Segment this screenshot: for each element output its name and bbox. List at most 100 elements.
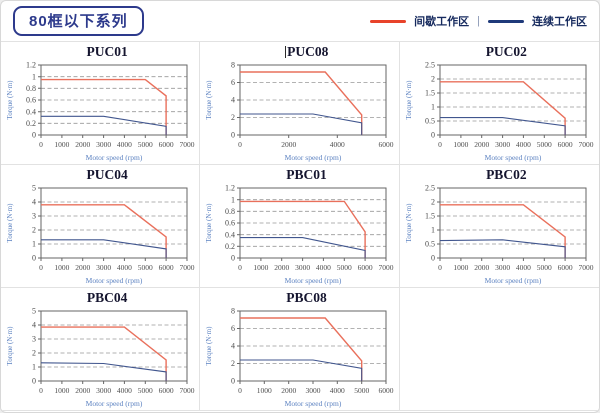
text-cursor (284, 46, 287, 58)
chart-title: PUC08 (284, 45, 328, 59)
chart-plot: 0 2 4 6 8 0 2000 4000 6000 Motor speed (rpm) Torqu… (205, 61, 394, 162)
y-tick-label: 0 (32, 377, 36, 386)
series-line (240, 359, 363, 381)
y-tick-label: 1 (231, 195, 235, 204)
x-tick-label: 5000 (537, 140, 552, 149)
x-tick-label: 3000 (296, 263, 311, 272)
y-tick-label: 0 (32, 131, 36, 140)
y-tick-label: 4 (32, 198, 36, 207)
x-tick-label: 6000 (379, 140, 394, 149)
chart-cell-puc08: PUC08 0 2 4 6 8 0 2000 4000 6000 Motor speed (rpm)… (200, 42, 400, 165)
x-tick-label: 1000 (254, 263, 269, 272)
legend-intermittent-swatch (370, 19, 407, 23)
chart-cell-puc04: PUC04 0 1 2 3 4 5 0 1000 2000 3000 4000 5000 6000 7000… (1, 165, 201, 288)
x-axis-label: Motor speed (rpm) (86, 276, 143, 285)
y-tick-label: 8 (231, 307, 235, 316)
chart-plot: 0 1 2 3 4 5 0 1000 2000 3000 4000 5000 6000 7000 Motor… (6, 184, 195, 285)
x-tick-label: 6000 (159, 386, 174, 395)
series-line (440, 81, 567, 135)
y-tick-label: 0.5 (425, 117, 435, 126)
x-tick-label: 0 (239, 140, 243, 149)
x-tick-label: 4000 (330, 140, 345, 149)
y-tick-label: 4 (32, 321, 36, 330)
x-tick-label: 2000 (75, 140, 90, 149)
x-tick-label: 2000 (75, 263, 90, 272)
y-axis-label: Torque (N·m) (6, 326, 14, 366)
x-tick-label: 3000 (495, 140, 510, 149)
y-tick-label: 0 (231, 131, 235, 140)
chart-cell-pbc02: PBC02 0 0.5 1 1.5 2 2.5 0 1000 2000 3000 4000 5000 60… (399, 165, 599, 288)
x-tick-label: 7000 (579, 263, 594, 272)
y-tick-label: 0.6 (225, 219, 235, 228)
x-tick-label: 7000 (180, 140, 195, 149)
y-tick-label: 0 (431, 131, 435, 140)
series-line (240, 200, 367, 258)
y-tick-label: 2 (431, 198, 435, 207)
x-tick-label: 4000 (117, 140, 132, 149)
x-tick-label: 4000 (117, 386, 132, 395)
y-tick-label: 2.5 (425, 61, 435, 70)
x-tick-label: 3000 (306, 386, 321, 395)
plot-box (40, 310, 188, 382)
y-tick-label: 2 (431, 75, 435, 84)
x-tick-label: 4000 (117, 263, 132, 272)
y-tick-label: 1.5 (425, 212, 435, 221)
y-axis-label: Torque (N·m) (205, 80, 213, 120)
y-tick-label: 0.8 (225, 207, 235, 216)
x-tick-label: 5000 (337, 263, 352, 272)
y-tick-label: 1 (431, 226, 435, 235)
x-tick-label: 7000 (579, 140, 594, 149)
y-tick-label: 4 (231, 96, 235, 105)
x-tick-label: 0 (239, 386, 243, 395)
legend-continuous-swatch (488, 19, 524, 23)
series-line (41, 78, 167, 135)
series-line (440, 239, 566, 258)
x-tick-label: 5000 (138, 263, 153, 272)
series-line (41, 204, 167, 258)
x-tick-label: 1000 (257, 386, 272, 395)
y-tick-label: 0 (231, 254, 235, 263)
chart-plot: 0 0.5 1 1.5 2 2.5 0 1000 2000 3000 4000 5000 6000 700… (405, 184, 594, 285)
x-tick-label: 4000 (516, 140, 531, 149)
series-line (440, 117, 566, 135)
y-tick-label: 2 (32, 226, 36, 235)
x-tick-label: 2000 (275, 263, 290, 272)
legend-separator: | (477, 15, 480, 27)
y-tick-label: 1.5 (425, 89, 435, 98)
x-tick-label: 5000 (138, 140, 153, 149)
x-tick-label: 6000 (558, 140, 573, 149)
x-axis-label: Motor speed (rpm) (285, 153, 342, 162)
x-tick-label: 7000 (180, 263, 195, 272)
y-tick-label: 0.2 (225, 242, 235, 251)
plot-box (40, 187, 188, 259)
series-line (240, 237, 367, 258)
chart-plot: 0 0.5 1 1.5 2 2.5 0 1000 2000 3000 4000 5000 6000 700… (405, 61, 594, 162)
chart-title: PBC01 (286, 167, 327, 182)
y-tick-label: 5 (32, 307, 36, 316)
y-tick-label: 1 (32, 72, 36, 81)
x-tick-label: 4000 (330, 386, 345, 395)
x-tick-label: 0 (239, 263, 243, 272)
x-tick-label: 2000 (475, 140, 490, 149)
x-tick-label: 2000 (282, 386, 297, 395)
y-tick-label: 4 (231, 342, 235, 351)
x-axis-label: Motor speed (rpm) (485, 276, 542, 285)
x-tick-label: 1000 (55, 140, 70, 149)
x-tick-label: 5000 (537, 263, 552, 272)
y-tick-label: 6 (231, 324, 235, 333)
y-axis-label: Torque (N·m) (6, 203, 14, 243)
y-tick-label: 0 (431, 254, 435, 263)
x-tick-label: 3000 (96, 140, 111, 149)
chart-cell-pbc08: PBC08 0 2 4 6 8 0 1000 2000 3000 4000 5000 6000 Motor… (200, 288, 400, 411)
chart-cell-pbc04: PBC04 0 1 2 3 4 5 0 1000 2000 3000 4000 5000 6000 7000… (1, 288, 201, 411)
y-tick-label: 2 (231, 359, 235, 368)
x-tick-label: 0 (39, 140, 43, 149)
y-tick-label: 0.8 (26, 84, 36, 93)
chart-cell-pbc01: PBC01 0 0.2 0.4 0.6 0.8 1 1.2 0 1000 2000 3000 4000 5… (200, 165, 400, 288)
y-tick-label: 1 (32, 363, 36, 372)
series-line (41, 362, 167, 381)
plot-box (439, 64, 587, 136)
series-line (41, 326, 167, 381)
chart-plot: 0 1 2 3 4 5 0 1000 2000 3000 4000 5000 6000 7000 Motor… (6, 307, 195, 408)
series-line (440, 204, 567, 258)
